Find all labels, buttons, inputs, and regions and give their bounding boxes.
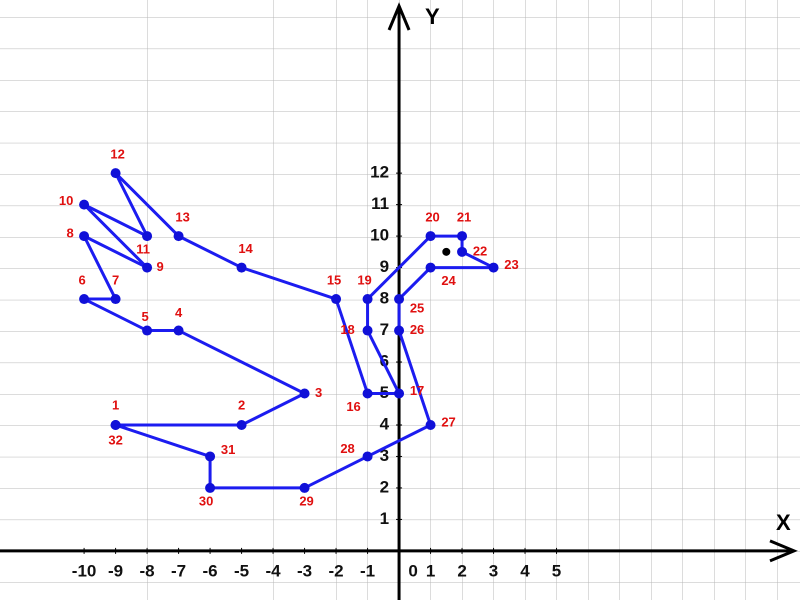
point [142, 262, 153, 273]
x-axis-label: X [776, 510, 791, 535]
point-label: 15 [327, 272, 341, 287]
point-label: 5 [141, 309, 148, 324]
figure-line [82, 171, 496, 490]
point [394, 388, 405, 399]
y-tick-label: 9 [380, 257, 389, 276]
point-label: 22 [473, 243, 487, 258]
point [142, 231, 153, 242]
x-tick-label: 3 [489, 561, 498, 580]
point-label: 20 [425, 210, 439, 225]
point-label: 8 [66, 226, 73, 241]
point [79, 231, 90, 242]
point-label: 12 [110, 147, 124, 162]
x-tick-label: -10 [72, 561, 97, 580]
point-label: 9 [156, 259, 163, 274]
x-tick-label: -5 [234, 561, 249, 580]
point-label: 26 [410, 322, 424, 337]
point-label: 28 [340, 441, 354, 456]
point [488, 262, 499, 273]
y-arrow [387, 2, 411, 31]
x-tick-label: -4 [266, 561, 282, 580]
x-tick-label: -9 [108, 561, 123, 580]
point [205, 451, 216, 462]
point-label: 6 [78, 272, 85, 287]
point [362, 388, 373, 399]
x-tick-label: -1 [360, 561, 375, 580]
point-label: 25 [410, 300, 424, 315]
point [425, 419, 436, 430]
point [205, 482, 216, 493]
point-label: 10 [59, 193, 73, 208]
x-tick-label: -3 [297, 561, 312, 580]
point [394, 325, 405, 336]
point-label: 31 [221, 442, 235, 457]
point [79, 294, 90, 305]
point-label: 21 [457, 210, 471, 225]
point [425, 231, 436, 242]
x-tick-label: -2 [329, 561, 344, 580]
point-label: 29 [299, 493, 313, 508]
point-label: 4 [175, 305, 183, 320]
point-label: 32 [108, 432, 122, 447]
y-tick-label: 11 [371, 194, 389, 213]
x-tick-label: 1 [426, 561, 435, 580]
eye [442, 247, 451, 256]
point-label: 18 [340, 322, 354, 337]
point [110, 168, 121, 179]
point [110, 294, 121, 305]
point-label: 19 [357, 272, 371, 287]
point [362, 451, 373, 462]
point-label: 14 [238, 241, 253, 256]
x-tick-label: -7 [171, 561, 186, 580]
point [173, 325, 184, 336]
point [457, 246, 468, 257]
point-label: 3 [315, 385, 322, 400]
x-tick-label: 0 [408, 561, 417, 580]
point-label: 2 [238, 397, 245, 412]
x-tick-label: 5 [552, 561, 561, 580]
x-tick-label: -8 [140, 561, 155, 580]
point-label: 27 [441, 414, 455, 429]
point [236, 419, 247, 430]
point-label: 24 [441, 273, 456, 288]
point [394, 294, 405, 305]
point [79, 199, 90, 210]
point [173, 231, 184, 242]
y-tick-label: 8 [380, 289, 389, 308]
y-tick-label: 4 [380, 414, 390, 433]
point [110, 419, 121, 430]
point [299, 388, 310, 399]
x-arrow [769, 539, 798, 563]
point-label: 23 [504, 257, 518, 272]
point [457, 231, 468, 242]
y-axis-label: Y [425, 4, 440, 29]
point [425, 262, 436, 273]
x-tick-label: 4 [520, 561, 530, 580]
point [331, 294, 342, 305]
x-tick-label: 2 [457, 561, 466, 580]
point-label: 13 [175, 210, 189, 225]
x-tick-label: -6 [203, 561, 218, 580]
point-label: 7 [112, 272, 119, 287]
point-label: 11 [136, 242, 150, 257]
y-tick-label: 2 [380, 477, 389, 496]
y-tick-label: 1 [380, 509, 389, 528]
point-label: 17 [410, 383, 424, 398]
y-tick-label: 10 [370, 226, 389, 245]
y-tick-label: 3 [380, 446, 389, 465]
y-tick-label: 12 [370, 163, 389, 182]
point-label: 16 [346, 399, 360, 414]
point [142, 325, 153, 336]
point [362, 294, 373, 305]
y-tick-label: 7 [380, 320, 389, 339]
point [299, 482, 310, 493]
point [362, 325, 373, 336]
point [236, 262, 247, 273]
point-label: 1 [112, 397, 119, 412]
point-label: 30 [199, 493, 213, 508]
